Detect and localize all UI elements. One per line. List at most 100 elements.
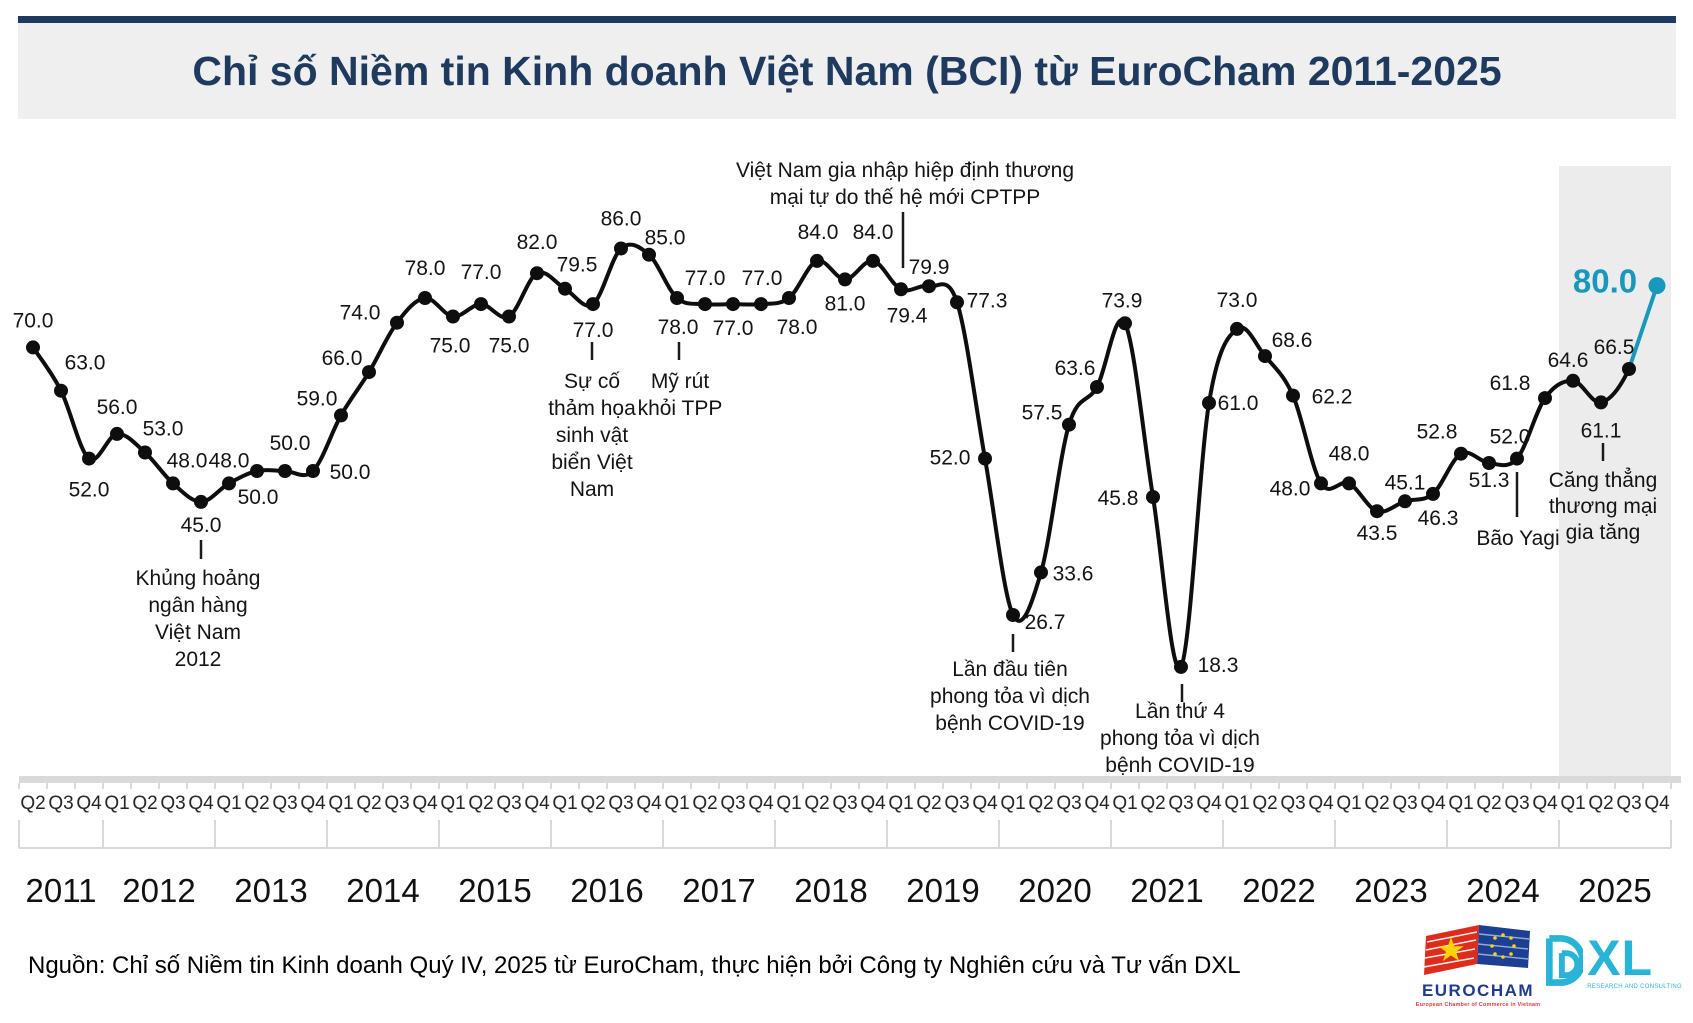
data-point [1594,395,1608,410]
data-point [782,291,796,305]
annotation-text-marine-disaster: Sự cố [564,370,620,393]
data-point [1230,321,1244,336]
quarter-label: Q2 [1364,793,1389,814]
quarter-label: Q1 [1000,793,1025,814]
data-label: 82.0 [517,231,558,254]
data-label: 75.0 [489,335,530,358]
data-point [334,408,348,423]
data-label: 43.5 [1357,522,1398,545]
year-label: 2012 [122,872,195,909]
annotation-text-covid-first-lockdown: bệnh COVID-19 [935,712,1084,735]
quarter-label: Q1 [776,793,801,814]
data-label: 77.0 [573,319,614,342]
title-bar: Chỉ số Niềm tin Kinh doanh Việt Nam (BCI… [18,16,1676,119]
data-point [1258,349,1272,364]
data-label: 77.3 [967,289,1008,312]
quarter-label: Q2 [580,793,605,814]
quarter-label: Q1 [552,793,577,814]
data-label: 86.0 [601,208,642,231]
data-label: 77.0 [685,267,726,290]
annotation-text-banking-crisis: Khủng hoảng [136,567,261,590]
data-point [950,295,964,310]
eurocham-wordmark: EUROCHAM [1421,981,1535,1000]
data-label: 48.0 [1329,442,1370,465]
year-label: 2023 [1354,872,1427,909]
quarter-label: Q4 [636,793,662,814]
annotation-text-cptpp-join: Việt Nam gia nhập hiệp định thương [736,159,1074,182]
data-label: 78.0 [777,316,818,339]
quarter-label: Q4 [1308,793,1334,814]
quarter-label: Q3 [1616,793,1641,814]
data-point [446,309,460,324]
quarter-label: Q1 [888,793,913,814]
year-label: 2018 [794,872,867,909]
quarter-label: Q3 [384,793,409,814]
data-point [978,451,992,466]
year-label: 2021 [1130,872,1203,909]
eurocham-logo: EUROCHAM European Chamber of Commerce in… [1416,922,1540,1008]
data-label: 48.0 [167,449,208,472]
data-label: 61.1 [1581,419,1622,442]
data-label: 66.0 [322,347,363,370]
data-label: 63.6 [1055,357,1096,380]
annotation-text-marine-disaster: sinh vật [556,424,629,447]
data-label: 50.0 [238,486,279,509]
annotation-text-marine-disaster: biển Việt [551,451,633,474]
quarter-label: Q3 [1280,793,1305,814]
year-label: 2025 [1578,872,1651,909]
data-label: 75.0 [430,335,471,358]
year-label: 2013 [234,872,307,909]
year-label: 2020 [1018,872,1091,909]
data-point [306,464,320,478]
quarter-label: Q3 [160,793,185,814]
quarter-label: Q1 [1336,793,1361,814]
quarter-label: Q4 [860,793,886,814]
quarter-label: Q3 [1392,793,1417,814]
data-label-accent: 80.0 [1573,263,1637,300]
data-label: 85.0 [645,227,686,250]
annotation-text-covid-first-lockdown: Lần đầu tiên [952,658,1068,681]
quarter-label: Q3 [1056,793,1081,814]
year-label: 2011 [26,872,97,909]
data-point [1566,373,1580,388]
data-label: 33.6 [1053,562,1094,585]
quarter-label: Q3 [272,793,297,814]
data-label: 48.0 [1270,477,1311,500]
annotation-text-banking-crisis: 2012 [175,648,222,671]
quarter-label: Q1 [1448,793,1473,814]
quarter-label: Q2 [1028,793,1053,814]
year-label: 2019 [906,872,979,909]
data-point [1454,446,1468,461]
data-label: 46.3 [1418,507,1459,530]
annotation-text-typhoon-yagi: Bão Yagi [1476,527,1559,550]
data-point [698,297,712,312]
data-label: 18.3 [1198,654,1239,677]
data-point [1202,396,1216,410]
data-label: 78.0 [405,257,446,280]
quarter-label: Q2 [356,793,381,814]
annotation-text-covid-4th-lockdown: bệnh COVID-19 [1105,754,1254,777]
data-point [54,383,68,398]
data-point-accent [1648,277,1666,295]
data-point [1482,456,1496,470]
data-point [1398,494,1412,509]
quarter-label: Q4 [188,793,214,814]
annotation-text-banking-crisis: Việt Nam [155,621,241,644]
data-label: 59.0 [297,387,338,410]
year-label: 2017 [682,872,755,909]
quarter-label: Q4 [1532,793,1558,814]
quarter-label: Q3 [1168,793,1193,814]
quarter-label: Q2 [1588,793,1613,814]
x-axis-line [19,776,1681,783]
quarter-label: Q4 [748,793,774,814]
data-point [250,464,264,478]
quarter-label: Q2 [804,793,829,814]
quarter-label: Q1 [1224,793,1249,814]
quarter-label: Q2 [916,793,941,814]
data-point [1538,391,1552,406]
data-point [810,253,824,268]
data-label: 50.0 [270,432,311,455]
data-point [922,279,936,294]
data-label: 66.5 [1594,336,1635,359]
